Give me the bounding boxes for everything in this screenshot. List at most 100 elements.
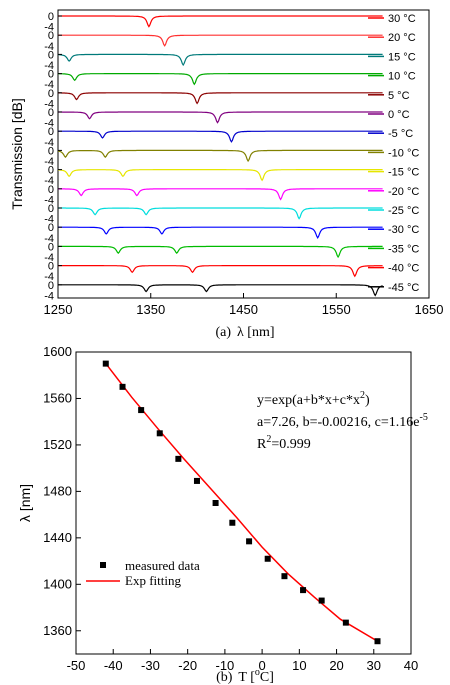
x-tick-label-a: 1650 xyxy=(415,302,444,317)
caption-prefix-b: (b) xyxy=(216,670,233,685)
y-tick-label-a: 0 xyxy=(48,280,54,292)
y-tick-label-a: -4 xyxy=(44,252,54,264)
y-tick-label-a: 0 xyxy=(48,165,54,177)
y-tick-label-b: 1600 xyxy=(43,344,72,359)
y-tick-label-a: -4 xyxy=(44,60,54,72)
y-tick-label-a: -4 xyxy=(44,290,54,302)
spectrum-line xyxy=(58,53,383,67)
plot-frame-a xyxy=(57,9,430,299)
legend-label-a: -5 °C xyxy=(388,128,413,140)
data-point xyxy=(281,573,288,580)
data-point xyxy=(264,555,271,562)
y-axis-ticks-b: 1360 1400 1440 1480 1520 1560 1600 xyxy=(43,344,81,638)
y-tick-label-b: 1440 xyxy=(43,530,72,545)
exp-fit-line xyxy=(105,363,378,642)
y-tick-label-a: 0 xyxy=(48,261,54,273)
y-tick-label-a: 0 xyxy=(48,203,54,215)
legend-b: measured data Exp fitting xyxy=(86,558,200,588)
y-tick-label-b: 1560 xyxy=(43,390,72,405)
panel-b: -50 -40 -30 -20 -10 0 10 20 30 40 1360 1400 1440 148… xyxy=(17,344,428,685)
data-point xyxy=(138,407,145,414)
legend-a: 30 °C 20 °C 15 °C 10 °C 5 °C 0 °C -5 °C -10 °C -… xyxy=(368,13,419,294)
y-tick-label-b: 1360 xyxy=(43,623,72,638)
data-point xyxy=(342,619,349,626)
panel-a: 30 °C 20 °C 15 °C 10 °C 5 °C 0 °C -5 °C -10 °C -… xyxy=(9,9,444,340)
legend-label-a: -10 °C xyxy=(388,147,419,159)
x-tick-label-b: -30 xyxy=(141,658,160,673)
legend-label-a: -15 °C xyxy=(388,167,419,179)
data-point xyxy=(318,597,325,604)
y-tick-label-a: 0 xyxy=(48,145,54,157)
x-tick-label-b: 20 xyxy=(329,658,343,673)
data-point xyxy=(374,638,381,645)
y-tick-label-b: 1400 xyxy=(43,576,72,591)
x-axis-ticks-a: 1250 1350 1450 1550 1650 xyxy=(44,293,444,317)
y-axis-title-b: λ [nm] xyxy=(17,484,33,522)
spectrum-line xyxy=(58,169,383,182)
y-tick-label-a: -4 xyxy=(44,156,54,168)
x-tick-label-b: -10 xyxy=(215,658,234,673)
data-point xyxy=(246,538,253,545)
r-squared: R2=0.999 xyxy=(257,434,311,452)
spectrum-line xyxy=(58,188,383,201)
legend-label-a: -30 °C xyxy=(388,224,419,236)
legend-label-fit: Exp fitting xyxy=(125,573,181,588)
x-axis-caption-a: (a) λ [nm] xyxy=(215,325,274,340)
y-tick-label-a: 0 xyxy=(48,49,54,61)
y-tick-label-a: 0 xyxy=(48,30,54,42)
y-tick-label-a: -4 xyxy=(44,98,54,110)
data-point xyxy=(229,519,236,526)
y-tick-label-a: -4 xyxy=(44,22,54,34)
y-tick-label-b: 1480 xyxy=(43,483,72,498)
y-tick-label-a: -4 xyxy=(44,41,54,53)
legend-label-measured: measured data xyxy=(125,558,200,573)
legend-label-a: 15 °C xyxy=(388,51,416,63)
y-tick-label-a: -4 xyxy=(44,118,54,130)
y-tick-label-a: -4 xyxy=(44,79,54,91)
legend-label-a: 30 °C xyxy=(388,13,416,25)
legend-label-a: 0 °C xyxy=(388,109,410,121)
data-point xyxy=(175,455,182,462)
x-axis-ticks-b: -50 -40 -30 -20 -10 0 10 20 30 40 xyxy=(67,649,418,673)
y-tick-label-a: 0 xyxy=(48,184,54,196)
spectrum-line xyxy=(57,149,383,163)
x-axis-title-a: λ [nm] xyxy=(237,325,275,340)
legend-label-a: -40 °C xyxy=(388,263,419,275)
x-tick-label-a: 1250 xyxy=(44,302,73,317)
plot-frame-b xyxy=(75,351,412,655)
y-axis-ticks-a: 0-40-40-40-40-40-40-40-40-40-40-40-40-40… xyxy=(44,11,62,302)
x-tick-label-b: 10 xyxy=(292,658,306,673)
legend-label-a: -20 °C xyxy=(388,186,419,198)
legend-marker-measured xyxy=(100,562,106,568)
spectrum-line xyxy=(58,73,383,86)
spectrum-line xyxy=(58,15,383,28)
y-tick-label-a: 0 xyxy=(48,241,54,253)
y-tick-label-a: 0 xyxy=(48,107,54,119)
data-point xyxy=(300,587,307,594)
fit-parameters: a=7.26, b=-0.00216, c=1.16e-5 xyxy=(257,412,428,430)
y-tick-label-a: 0 xyxy=(48,11,54,23)
legend-label-a: -35 °C xyxy=(388,243,419,255)
legend-label-a: 10 °C xyxy=(388,71,416,83)
y-tick-label-a: 0 xyxy=(48,126,54,138)
spectrum-line xyxy=(58,284,383,297)
x-tick-label-a: 1350 xyxy=(136,302,165,317)
spectrum-line xyxy=(58,130,383,143)
x-tick-label-b: -20 xyxy=(178,658,197,673)
x-tick-label-b: 40 xyxy=(404,658,418,673)
y-tick-label-a: -4 xyxy=(44,194,54,206)
x-tick-label-a: 1550 xyxy=(322,302,351,317)
spectrum-line xyxy=(58,92,383,105)
spectrum-line xyxy=(58,34,383,47)
data-point xyxy=(102,360,109,367)
legend-label-a: -25 °C xyxy=(388,205,419,217)
legend-label-a: -45 °C xyxy=(388,282,419,294)
y-tick-label-a: -4 xyxy=(44,214,54,226)
y-tick-label-a: 0 xyxy=(48,88,54,100)
y-tick-label-a: -4 xyxy=(44,233,54,245)
spectrum-line xyxy=(58,111,383,124)
y-tick-label-a: -4 xyxy=(44,175,54,187)
x-tick-label-a: 1450 xyxy=(229,302,258,317)
legend-label-a: 5 °C xyxy=(388,90,410,102)
